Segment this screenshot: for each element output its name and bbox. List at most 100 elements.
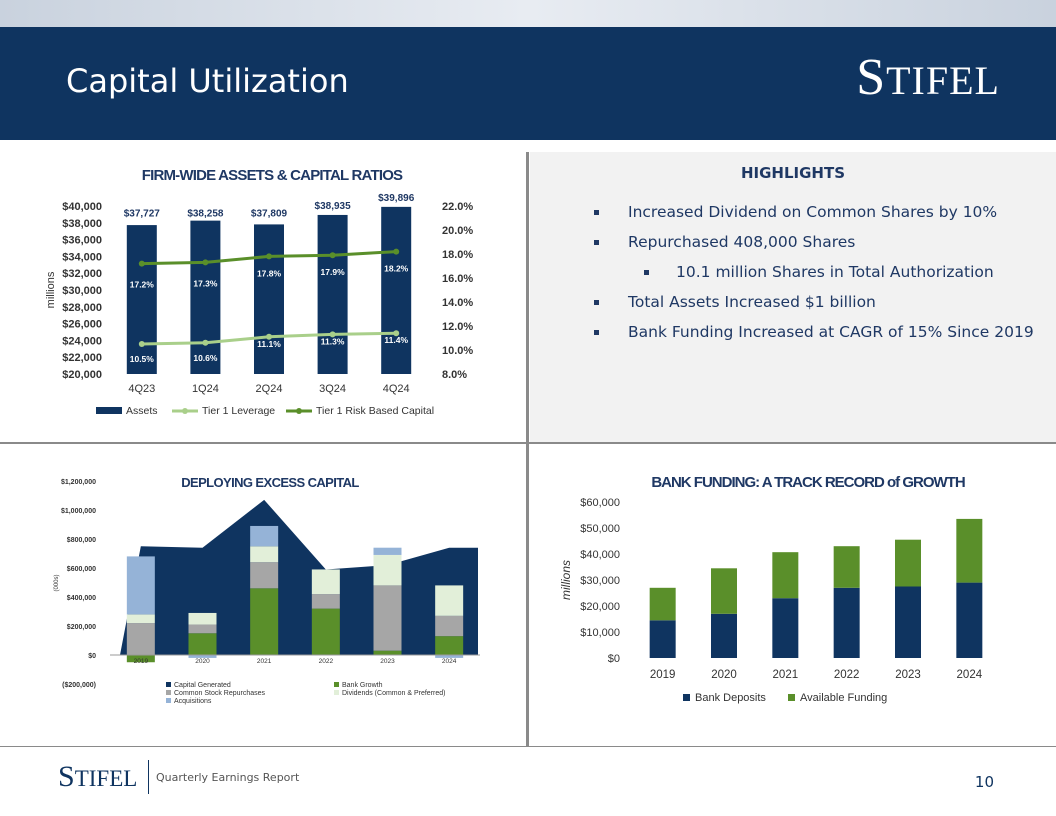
x-tick-label: 2023 xyxy=(380,658,395,665)
deploying-capital-chart: DEPLOYING EXCESS CAPITAL (000s) $1,200,000… xyxy=(54,475,480,705)
assets-data-label: $38,935 xyxy=(315,201,352,212)
footer-divider xyxy=(0,746,1056,747)
x-tick-label: 2022 xyxy=(834,669,860,681)
highlights-panel xyxy=(530,152,1056,442)
y-tick-label: $24,000 xyxy=(62,335,102,347)
y-tick-label: $0 xyxy=(608,653,620,665)
stack-segment-bank-growth xyxy=(311,608,340,655)
highlight-item: Total Assets Increased $1 billion xyxy=(592,290,1042,320)
y-tick-label: $0 xyxy=(88,653,96,660)
chart-title: FIRM-WIDE ASSETS & CAPITAL RATIOS xyxy=(142,167,403,184)
bar-bank-deposits xyxy=(649,620,676,658)
y2-tick-label: 8.0% xyxy=(442,369,467,381)
bar-bank-deposits xyxy=(895,586,921,658)
y-tick-label: $600,000 xyxy=(67,566,96,573)
stack-segment-common-stock-repurchases xyxy=(373,585,402,651)
legend-label-acquisitions: Acquisitions xyxy=(174,698,212,705)
bar-bank-deposits xyxy=(833,587,860,658)
stack-segment-common-stock-repurchases xyxy=(188,624,217,634)
legend-swatch-bank-deposits xyxy=(683,694,690,701)
y-tick-label: $20,000 xyxy=(62,369,102,381)
legend-swatch-available-funding xyxy=(788,694,795,701)
highlight-subitem: 10.1 million Shares in Total Authorizati… xyxy=(592,260,1042,290)
y-tick-label: $60,000 xyxy=(580,497,620,509)
stack-segment-common-stock-repurchases xyxy=(250,562,279,589)
x-tick-label: 2020 xyxy=(711,669,737,681)
stack-segment-bank-growth xyxy=(188,633,217,655)
tier1-rbc-point xyxy=(393,248,400,255)
y-tick-label: $10,000 xyxy=(580,627,620,639)
stack-segment-dividends-common-preferred- xyxy=(188,612,217,625)
legend-rbc-label: Tier 1 Risk Based Capital xyxy=(316,405,434,417)
x-tick-label: 2024 xyxy=(957,669,983,681)
y2-tick-label: 12.0% xyxy=(442,321,473,333)
stack-segment-dividends-common-preferred- xyxy=(311,569,340,595)
footer-logo: STIFEL xyxy=(58,760,137,794)
highlight-item: Repurchased 408,000 Shares xyxy=(592,230,1042,260)
tier1-leverage-label: 10.6% xyxy=(193,353,218,363)
bar-available-funding xyxy=(649,587,676,621)
tier1-rbc-label: 17.3% xyxy=(193,278,218,288)
x-tick-label: 2024 xyxy=(442,658,457,665)
legend-assets-swatch xyxy=(96,407,122,414)
tier1-rbc-point xyxy=(138,260,145,267)
y-tick-label: $800,000 xyxy=(67,537,96,544)
stack-segment-bank-growth xyxy=(126,655,155,663)
highlight-item: Bank Funding Increased at CAGR of 15% Si… xyxy=(592,320,1042,350)
legend-leverage-marker xyxy=(182,408,188,414)
tier1-leverage-label: 11.1% xyxy=(257,339,281,349)
chart-title: BANK FUNDING: A TRACK RECORD of GROWTH xyxy=(651,474,965,491)
bar-available-funding xyxy=(772,552,799,599)
assets-data-label: $38,258 xyxy=(187,208,224,219)
tier1-leverage-point xyxy=(266,333,272,340)
x-tick-label: 3Q24 xyxy=(319,383,346,395)
y-tick-label: $34,000 xyxy=(62,251,102,263)
assets-data-label: $37,809 xyxy=(251,208,288,219)
assets-bar xyxy=(317,214,348,374)
top-strip xyxy=(0,0,1056,27)
y-tick-label: $40,000 xyxy=(580,549,620,561)
x-tick-label: 2021 xyxy=(257,658,272,665)
y-tick-label: $200,000 xyxy=(67,624,96,631)
highlight-item: Increased Dividend on Common Shares by 1… xyxy=(592,200,1042,230)
y-tick-label: $50,000 xyxy=(580,523,620,535)
x-tick-label: 2020 xyxy=(195,658,210,665)
legend-label-available-funding: Available Funding xyxy=(800,692,887,704)
x-tick-label: 2023 xyxy=(895,669,921,681)
bar-bank-deposits xyxy=(711,613,737,658)
x-tick-label: 2021 xyxy=(773,669,799,681)
y-tick-label: $26,000 xyxy=(62,319,102,331)
y-tick-label: $20,000 xyxy=(580,601,620,613)
stack-segment-bank-growth xyxy=(435,636,464,655)
bar-available-funding xyxy=(956,518,983,583)
header-bar xyxy=(0,27,1056,140)
stack-segment-common-stock-repurchases xyxy=(435,615,464,637)
legend-swatch-common-stock-repurchases xyxy=(166,690,171,695)
x-tick-label: 1Q24 xyxy=(192,383,219,395)
y-tick-label: $400,000 xyxy=(67,595,96,602)
y-tick-label: $22,000 xyxy=(62,352,102,364)
bar-available-funding xyxy=(833,546,860,588)
y-tick-label: $32,000 xyxy=(62,268,102,280)
y2-tick-label: 20.0% xyxy=(442,225,473,237)
footer-report-label: Quarterly Earnings Report xyxy=(156,771,300,784)
tier1-leverage-point xyxy=(202,339,209,346)
legend-swatch-dividends-common-preferred- xyxy=(334,690,339,695)
capital-generated-area xyxy=(120,499,478,655)
bar-available-funding xyxy=(711,568,737,614)
footer-logo-rest: TIFEL xyxy=(74,766,138,791)
footer-logo-initial: S xyxy=(58,760,75,793)
horizontal-divider xyxy=(0,442,1056,444)
tier1-rbc-point xyxy=(202,259,209,266)
tier1-leverage-point xyxy=(329,331,336,338)
assets-capital-chart: FIRM-WIDE ASSETS & CAPITAL RATIOS million… xyxy=(45,167,473,417)
legend-rbc-marker xyxy=(296,408,302,414)
y-axis-label: (000s) xyxy=(54,574,60,591)
x-tick-label: 4Q24 xyxy=(383,383,410,395)
y-tick-label: $38,000 xyxy=(62,218,102,230)
stifel-logo: STIFEL xyxy=(856,48,1000,107)
x-tick-label: 2Q24 xyxy=(256,383,283,395)
y2-tick-label: 10.0% xyxy=(442,345,473,357)
y2-tick-label: 18.0% xyxy=(442,249,473,261)
bar-available-funding xyxy=(895,539,921,587)
